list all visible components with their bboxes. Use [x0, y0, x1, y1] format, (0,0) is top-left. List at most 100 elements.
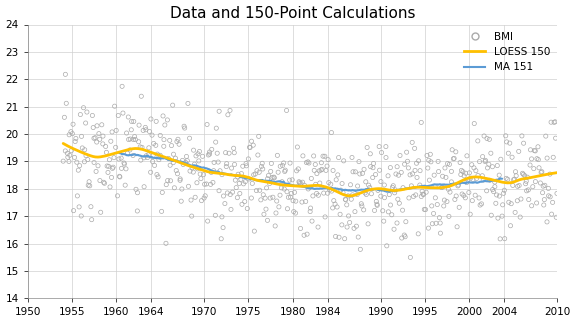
Point [146, 116, 156, 121]
Point [240, 199, 249, 204]
Point [306, 205, 315, 211]
Point [332, 204, 342, 210]
Point [461, 195, 470, 200]
Point [217, 214, 226, 219]
Point [354, 234, 363, 240]
Point [72, 160, 81, 165]
Point [183, 158, 192, 163]
Point [401, 219, 411, 224]
Point [483, 165, 492, 171]
Point [298, 180, 307, 185]
Point [420, 207, 429, 212]
Point [370, 208, 379, 213]
Point [249, 142, 258, 148]
Point [152, 172, 161, 177]
Point [143, 155, 152, 160]
Point [263, 218, 272, 223]
Point [323, 163, 332, 169]
Point [101, 144, 110, 149]
Point [69, 122, 78, 127]
Point [525, 162, 535, 168]
Point [416, 194, 426, 199]
Point [291, 211, 300, 216]
Point [262, 206, 271, 212]
Point [548, 200, 557, 205]
Point [462, 180, 471, 185]
Point [289, 209, 298, 214]
Point [123, 151, 132, 156]
Point [477, 201, 486, 206]
Point [434, 169, 443, 174]
Point [391, 172, 400, 177]
Point [408, 171, 417, 176]
Point [408, 140, 417, 145]
Point [388, 185, 397, 190]
Point [192, 180, 202, 185]
Point [266, 169, 275, 174]
Point [335, 212, 344, 217]
Point [393, 197, 403, 202]
Point [294, 179, 304, 184]
Point [226, 192, 235, 197]
Point [98, 141, 107, 147]
Point [211, 213, 220, 218]
Point [253, 152, 263, 158]
Point [68, 131, 77, 136]
Point [75, 163, 84, 168]
Point [92, 123, 101, 129]
Point [521, 181, 530, 186]
Point [327, 130, 336, 135]
Point [363, 221, 373, 226]
Point [255, 188, 264, 193]
Point [117, 166, 126, 171]
Point [264, 173, 273, 178]
Point [85, 179, 94, 184]
Point [281, 168, 290, 173]
Point [150, 163, 159, 168]
Point [97, 122, 107, 127]
Point [129, 119, 138, 124]
Point [371, 172, 380, 177]
Point [285, 178, 294, 183]
Point [529, 166, 539, 171]
Point [177, 186, 187, 192]
Point [319, 191, 328, 196]
Point [310, 162, 320, 167]
Point [331, 234, 340, 239]
Point [271, 210, 281, 215]
Point [173, 137, 183, 142]
Point [338, 181, 347, 186]
Point [272, 198, 281, 203]
Point [142, 153, 151, 158]
Point [70, 155, 79, 160]
Point [356, 247, 365, 252]
Point [149, 141, 158, 146]
Point [302, 160, 311, 165]
Point [498, 202, 507, 207]
Point [454, 182, 463, 188]
Point [234, 181, 244, 186]
Point [260, 195, 270, 201]
Point [312, 171, 321, 176]
Point [339, 158, 348, 163]
Point [220, 201, 229, 206]
Point [175, 142, 184, 147]
Point [295, 180, 304, 185]
Point [430, 172, 439, 178]
Point [540, 197, 549, 202]
Point [159, 144, 168, 149]
Point [543, 219, 552, 224]
Point [502, 176, 511, 181]
Point [225, 108, 234, 113]
Point [270, 175, 279, 181]
Point [407, 183, 416, 188]
Point [488, 164, 497, 169]
Point [156, 133, 165, 138]
Point [339, 190, 348, 195]
Point [328, 168, 338, 173]
Point [475, 195, 484, 201]
Point [325, 187, 334, 193]
Point [400, 233, 409, 238]
Point [62, 101, 71, 106]
Point [433, 202, 442, 207]
